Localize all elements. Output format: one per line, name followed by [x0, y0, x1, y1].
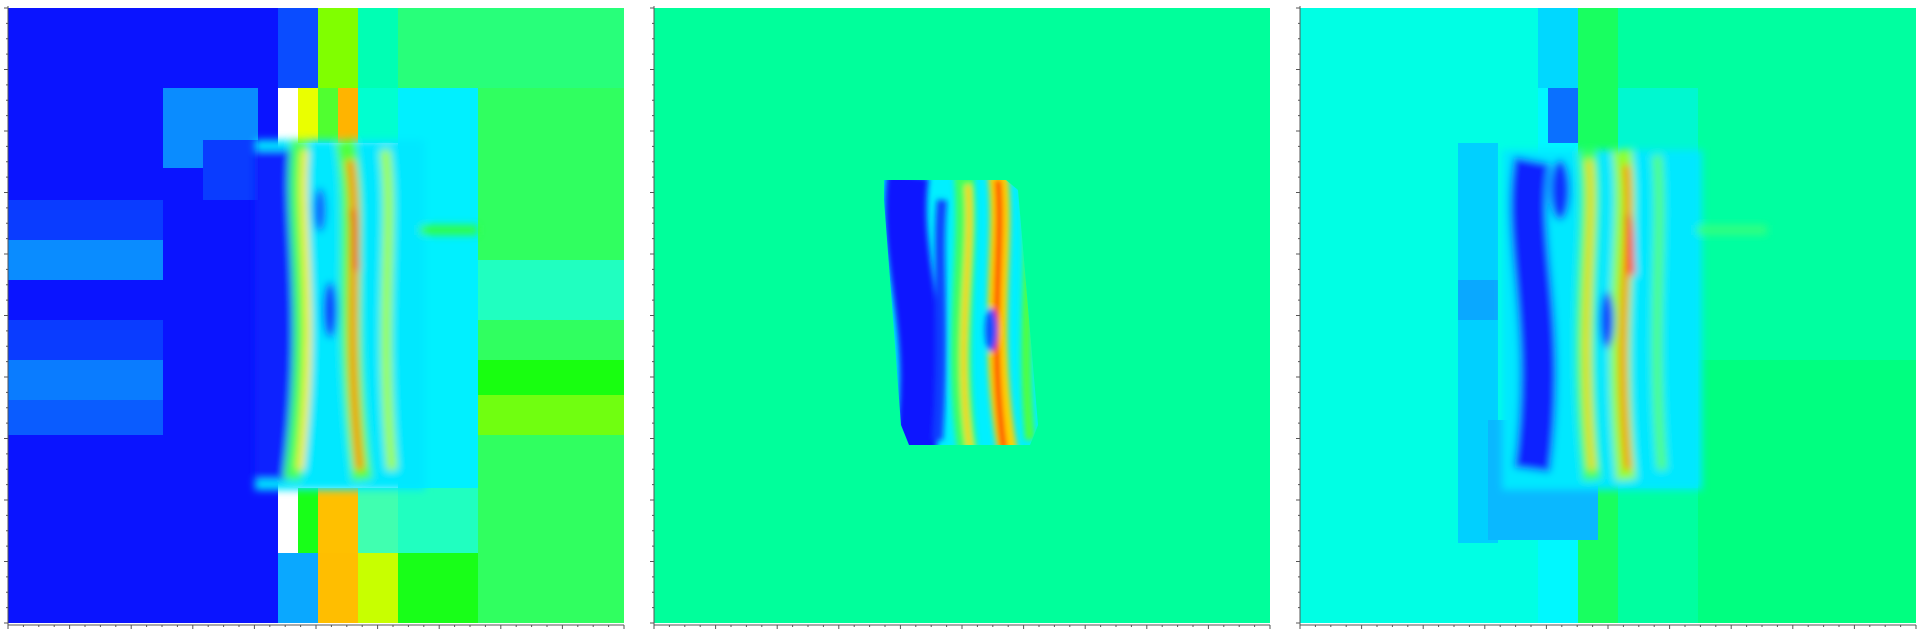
- wave-field-left: [255, 138, 478, 490]
- axis-right: [1296, 6, 1917, 629]
- heatmap-right-svg: [1296, 6, 1917, 629]
- axis-middle: [650, 6, 1271, 629]
- axis-left: [4, 6, 625, 629]
- heatmap-panel-middle: [646, 0, 1274, 634]
- wave-field-right: [1502, 148, 1767, 490]
- field-blocks-left: [8, 8, 624, 623]
- heatmap-panel-left: [0, 0, 628, 634]
- heatmap-left-svg: [4, 6, 625, 629]
- heatmap-middle-svg: [650, 6, 1271, 629]
- wave-field-middle: [884, 180, 1038, 445]
- heatmap-panel-right: [1292, 0, 1920, 634]
